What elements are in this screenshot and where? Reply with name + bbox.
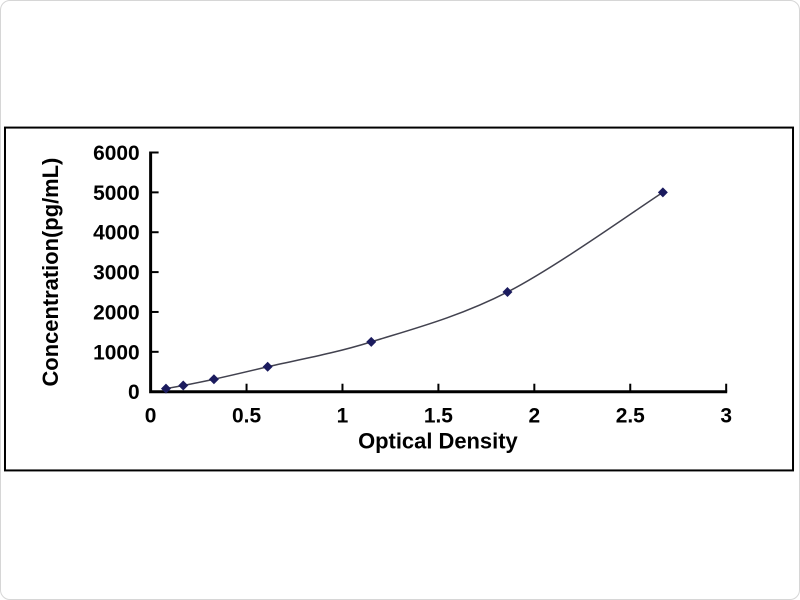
y-axis-label: Concentration(pg/mL) [38,158,63,387]
y-tick-label: 5000 [93,182,140,205]
data-point-marker [160,383,171,394]
y-tick-label: 3000 [93,262,140,285]
y-tick-label: 0 [128,381,140,404]
x-tick-label: 2 [529,405,541,428]
data-point-marker [208,374,219,385]
y-axis-ticks [150,151,159,393]
data-point-marker [262,361,273,372]
x-axis-label: Optical Density [358,429,518,454]
x-tick-label: 2.5 [616,405,645,428]
x-axis-ticks [149,383,728,392]
x-tick-label: 1.5 [424,405,453,428]
data-point-marker [502,287,513,298]
y-tick-label: 4000 [93,222,140,245]
y-tick-label: 6000 [93,142,140,165]
axis-lines [149,151,728,394]
y-axis-tick-labels: 0 1000 2000 3000 4000 5000 6000 [93,142,140,404]
x-tick-label: 3 [720,405,732,428]
data-point-marker [178,380,189,391]
y-tick-label: 1000 [93,341,140,364]
data-point-markers [160,187,668,394]
data-point-marker [366,336,377,347]
x-tick-label: 0.5 [232,405,261,428]
x-tick-label: 1 [337,405,349,428]
x-tick-label: 0 [145,405,157,428]
x-axis-tick-labels: 0 0.5 1 1.5 2 2.5 3 [145,405,732,428]
standard-curve-line [165,191,664,390]
data-point-marker [657,187,668,198]
y-tick-label: 2000 [93,301,140,324]
chart-frame [3,126,795,472]
